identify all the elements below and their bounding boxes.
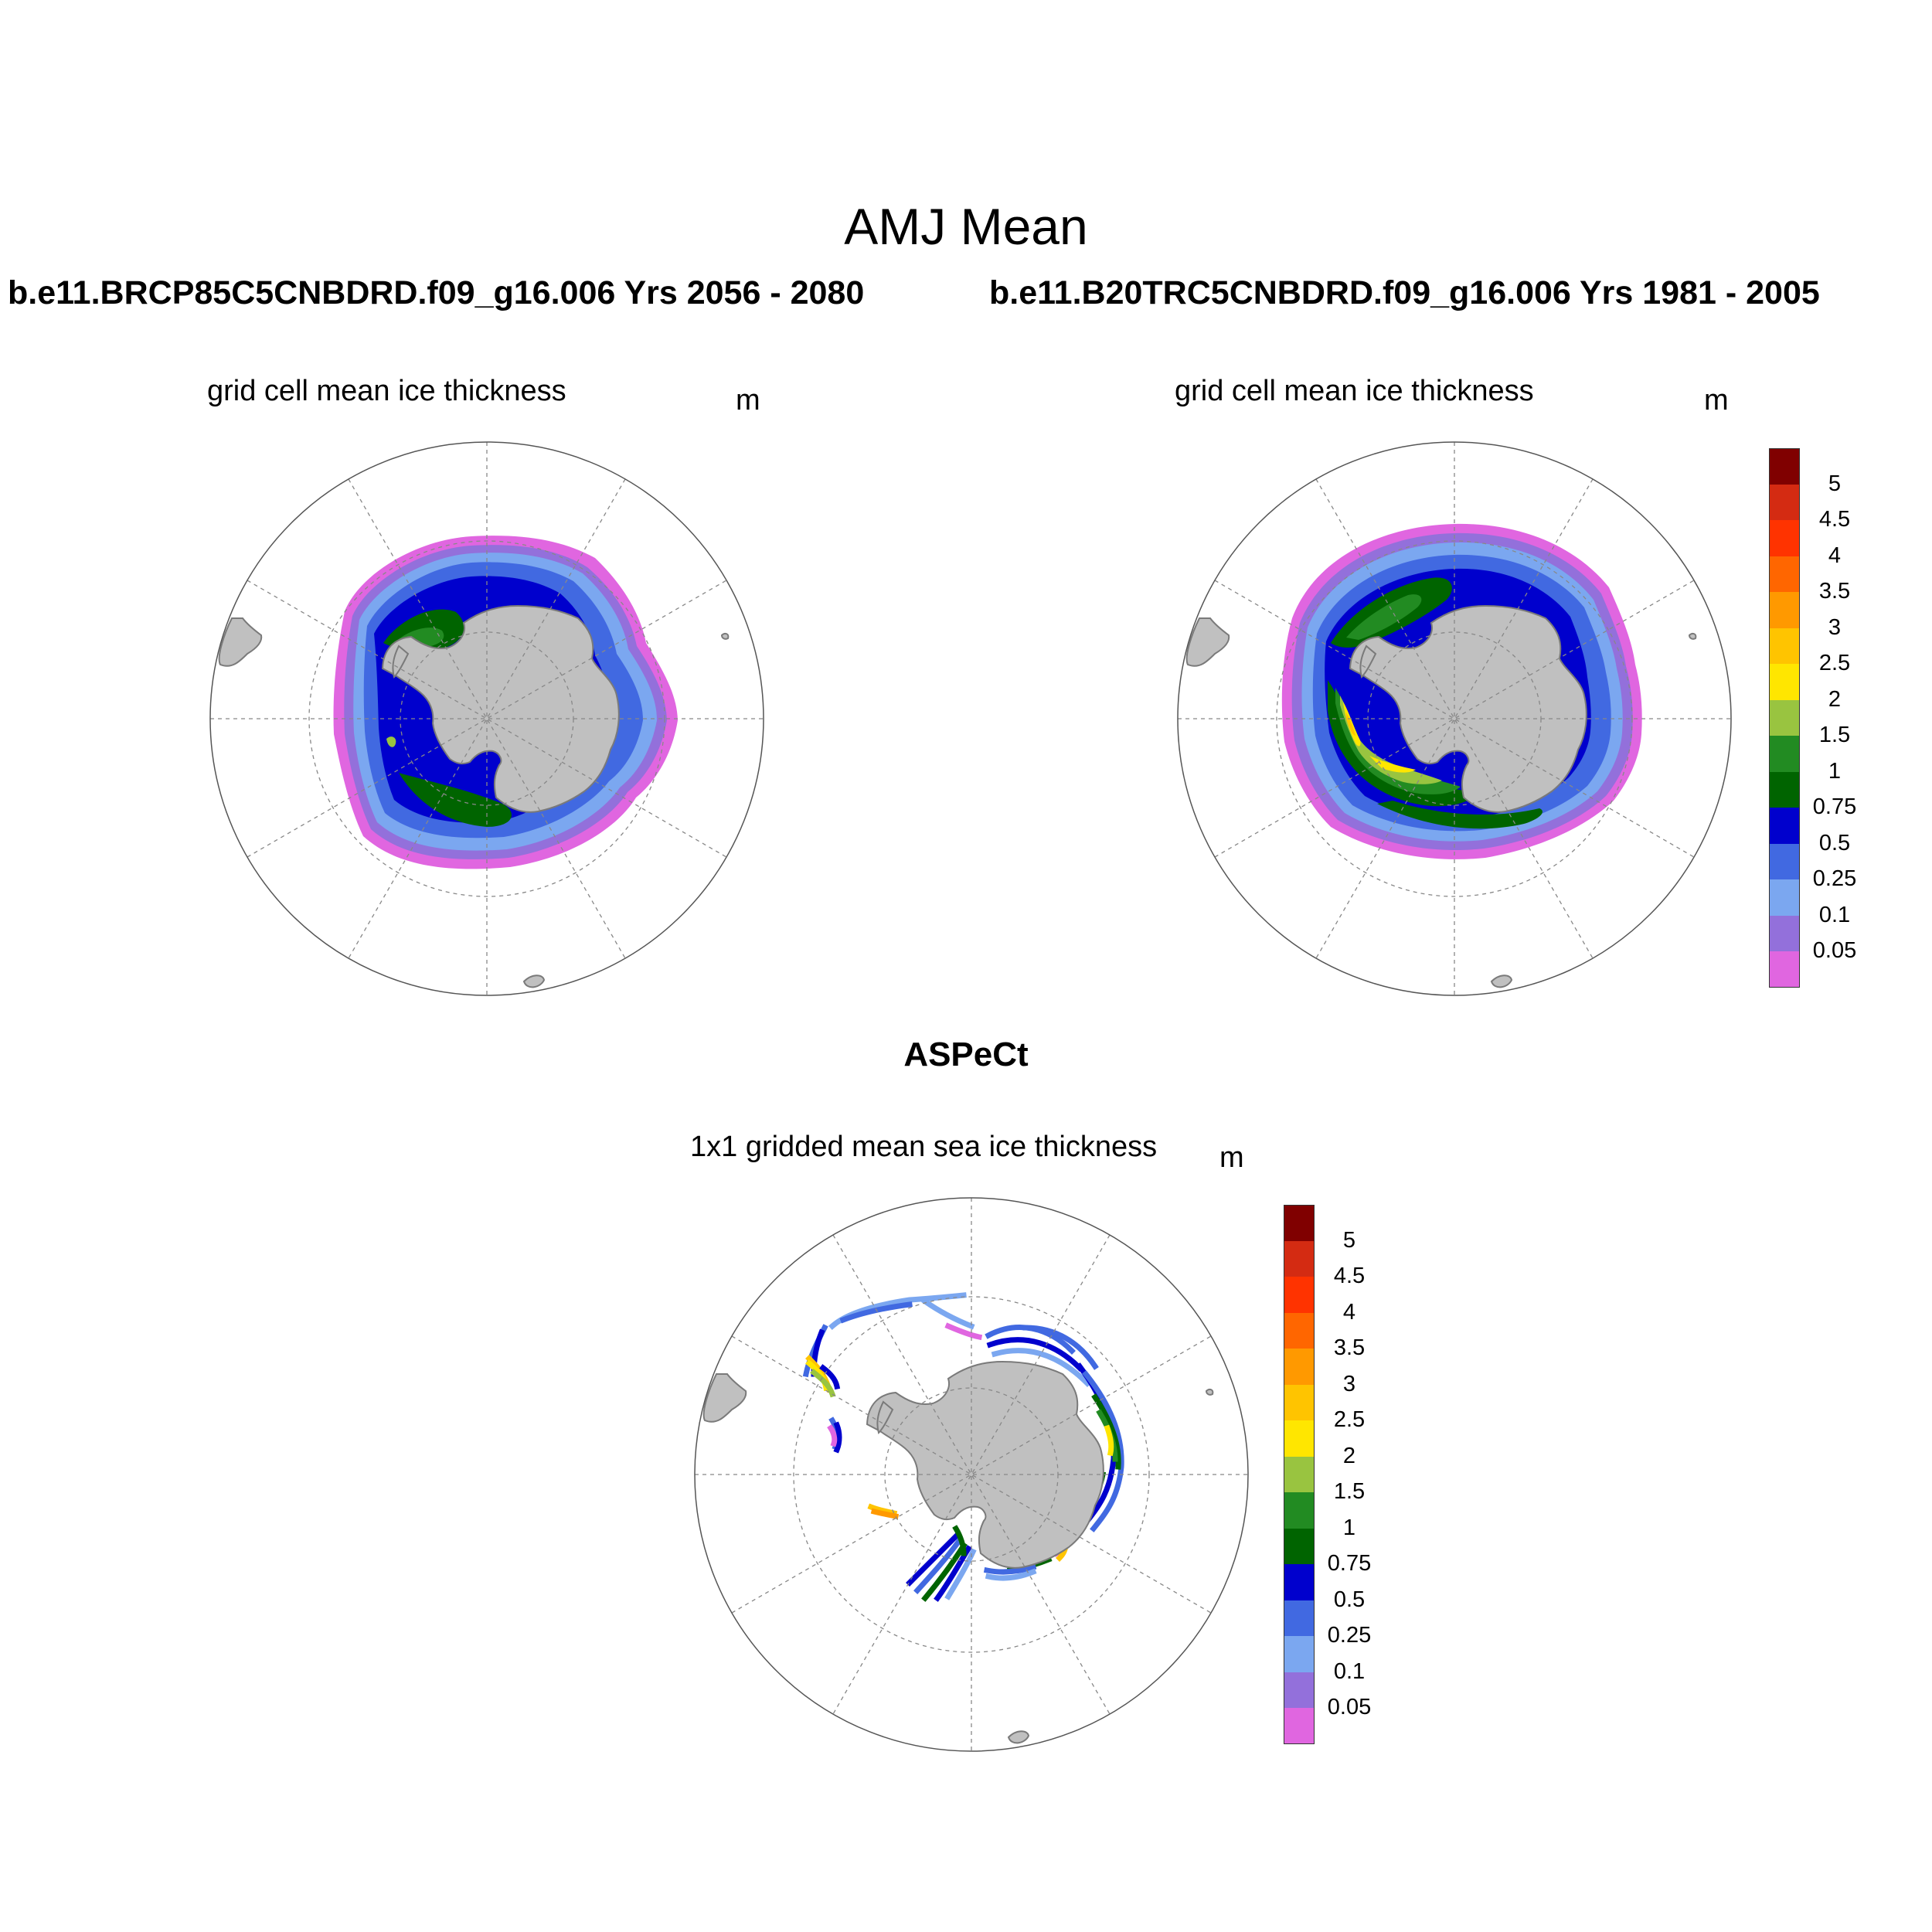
colorbar-swatch bbox=[1769, 951, 1800, 988]
map-border bbox=[209, 441, 764, 996]
colorbar-label: 4 bbox=[1342, 1299, 1356, 1325]
colorbar-swatch bbox=[1284, 1672, 1315, 1709]
colorbar-label: 5 bbox=[1342, 1227, 1356, 1253]
colorbar-label: 2.5 bbox=[1333, 1407, 1366, 1432]
colorbar-label: 1.5 bbox=[1333, 1479, 1366, 1504]
colorbar-label: 5 bbox=[1828, 471, 1842, 496]
antarctica-landmass bbox=[1349, 604, 1587, 813]
sub-antarctic-islands bbox=[1007, 1388, 1214, 1744]
colorbar-swatch bbox=[1769, 808, 1800, 844]
sub-antarctic-islands bbox=[522, 632, 730, 988]
colorbar-label: 1 bbox=[1342, 1515, 1356, 1540]
colorbar-label: 0.05 bbox=[1327, 1695, 1372, 1719]
obs-title: ASPeCt bbox=[903, 1036, 1029, 1073]
colorbar-label: 0.75 bbox=[1812, 794, 1857, 819]
colorbar-swatch bbox=[1284, 1240, 1315, 1277]
map-border bbox=[1177, 441, 1732, 996]
colorbar-swatch bbox=[1769, 915, 1800, 952]
colorbar-swatch bbox=[1284, 1384, 1315, 1421]
panel-left-subtitle: grid cell mean ice thickness bbox=[207, 375, 566, 407]
colorbar-swatch bbox=[1769, 843, 1800, 880]
colorbar-label: 0.1 bbox=[1818, 902, 1851, 927]
colorbar-swatch bbox=[1769, 628, 1800, 665]
colorbar-swatch bbox=[1284, 1492, 1315, 1529]
colorbar-swatch bbox=[1769, 484, 1800, 521]
south-america-landmass bbox=[702, 1373, 747, 1423]
colorbar-frame bbox=[1769, 448, 1800, 988]
colorbar-label: 0.25 bbox=[1812, 866, 1857, 891]
colorbar-frame bbox=[1284, 1205, 1315, 1744]
panel-bottom-subtitle: 1x1 gridded mean sea ice thickness bbox=[690, 1131, 1158, 1163]
colorbar-swatch bbox=[1284, 1600, 1315, 1637]
colorbar-label: 0.05 bbox=[1812, 938, 1857, 963]
colorbar-label: 0.75 bbox=[1327, 1551, 1372, 1576]
colorbar-label: 0.1 bbox=[1333, 1658, 1366, 1684]
map-panel-bottom bbox=[694, 1197, 1249, 1752]
colorbar-label: 3 bbox=[1342, 1371, 1356, 1396]
colorbar-swatch bbox=[1769, 664, 1800, 700]
panel-right-subtitle: grid cell mean ice thickness bbox=[1175, 375, 1534, 407]
map-graticule bbox=[1178, 442, 1731, 995]
colorbar-swatch bbox=[1284, 1312, 1315, 1349]
colorbar-swatch bbox=[1284, 1349, 1315, 1385]
colorbar-label: 0.5 bbox=[1818, 830, 1851, 855]
panel-right-units: m bbox=[1704, 384, 1729, 417]
colorbar-swatch bbox=[1769, 520, 1800, 556]
colorbar-label: 2 bbox=[1342, 1443, 1356, 1468]
colorbar-label: 2.5 bbox=[1818, 651, 1851, 675]
panel-left-units: m bbox=[736, 384, 760, 417]
panel-bottom-units: m bbox=[1219, 1141, 1244, 1174]
colorbar-swatch bbox=[1769, 448, 1800, 485]
colorbar-swatch bbox=[1284, 1205, 1315, 1241]
colorbar-swatch bbox=[1769, 699, 1800, 736]
colorbar-label: 4.5 bbox=[1818, 507, 1851, 532]
map-graticule bbox=[210, 442, 764, 995]
antarctica-landmass bbox=[381, 604, 620, 813]
colorbar-swatch bbox=[1284, 1564, 1315, 1600]
colorbar-swatch bbox=[1284, 1277, 1315, 1313]
south-america-landmass bbox=[218, 617, 263, 667]
sub-antarctic-islands bbox=[1490, 632, 1697, 988]
colorbar-swatch bbox=[1284, 1456, 1315, 1493]
main-title: AMJ Mean bbox=[844, 198, 1088, 255]
colorbar-swatch bbox=[1284, 1420, 1315, 1457]
antarctica-landmass bbox=[866, 1360, 1104, 1569]
colorbar-label: 3.5 bbox=[1333, 1335, 1366, 1360]
case-right-title: b.e11.B20TRC5CNBDRD.f09_g16.006 Yrs 1981… bbox=[989, 274, 1820, 311]
colorbar-swatch bbox=[1769, 879, 1800, 916]
case-left-title: b.e11.BRCP85C5CNBDRD.f09_g16.006 Yrs 205… bbox=[8, 274, 865, 311]
map-graticule bbox=[695, 1198, 1248, 1751]
colorbar-swatch bbox=[1284, 1636, 1315, 1672]
colorbar-label: 1 bbox=[1828, 758, 1842, 784]
colorbar-swatch bbox=[1769, 592, 1800, 628]
colorbar-label: 2 bbox=[1828, 686, 1842, 712]
colorbar-label: 3.5 bbox=[1818, 579, 1851, 604]
colorbar-swatch bbox=[1284, 1708, 1315, 1744]
colorbar-label: 1.5 bbox=[1818, 723, 1851, 747]
colorbar-swatch bbox=[1769, 556, 1800, 593]
colorbar-label: 4.5 bbox=[1333, 1264, 1366, 1288]
south-america-landmass bbox=[1185, 617, 1230, 667]
map-panel-left bbox=[209, 441, 764, 996]
colorbar-label: 3 bbox=[1828, 614, 1842, 640]
colorbar-label: 4 bbox=[1828, 543, 1842, 568]
colorbar-swatch bbox=[1284, 1528, 1315, 1565]
colorbar-label: 0.5 bbox=[1333, 1587, 1366, 1612]
colorbar-label: 0.25 bbox=[1327, 1623, 1372, 1648]
colorbar-swatch bbox=[1769, 771, 1800, 808]
map-border bbox=[694, 1197, 1249, 1752]
map-panel-right bbox=[1177, 441, 1732, 996]
colorbar-swatch bbox=[1769, 736, 1800, 772]
